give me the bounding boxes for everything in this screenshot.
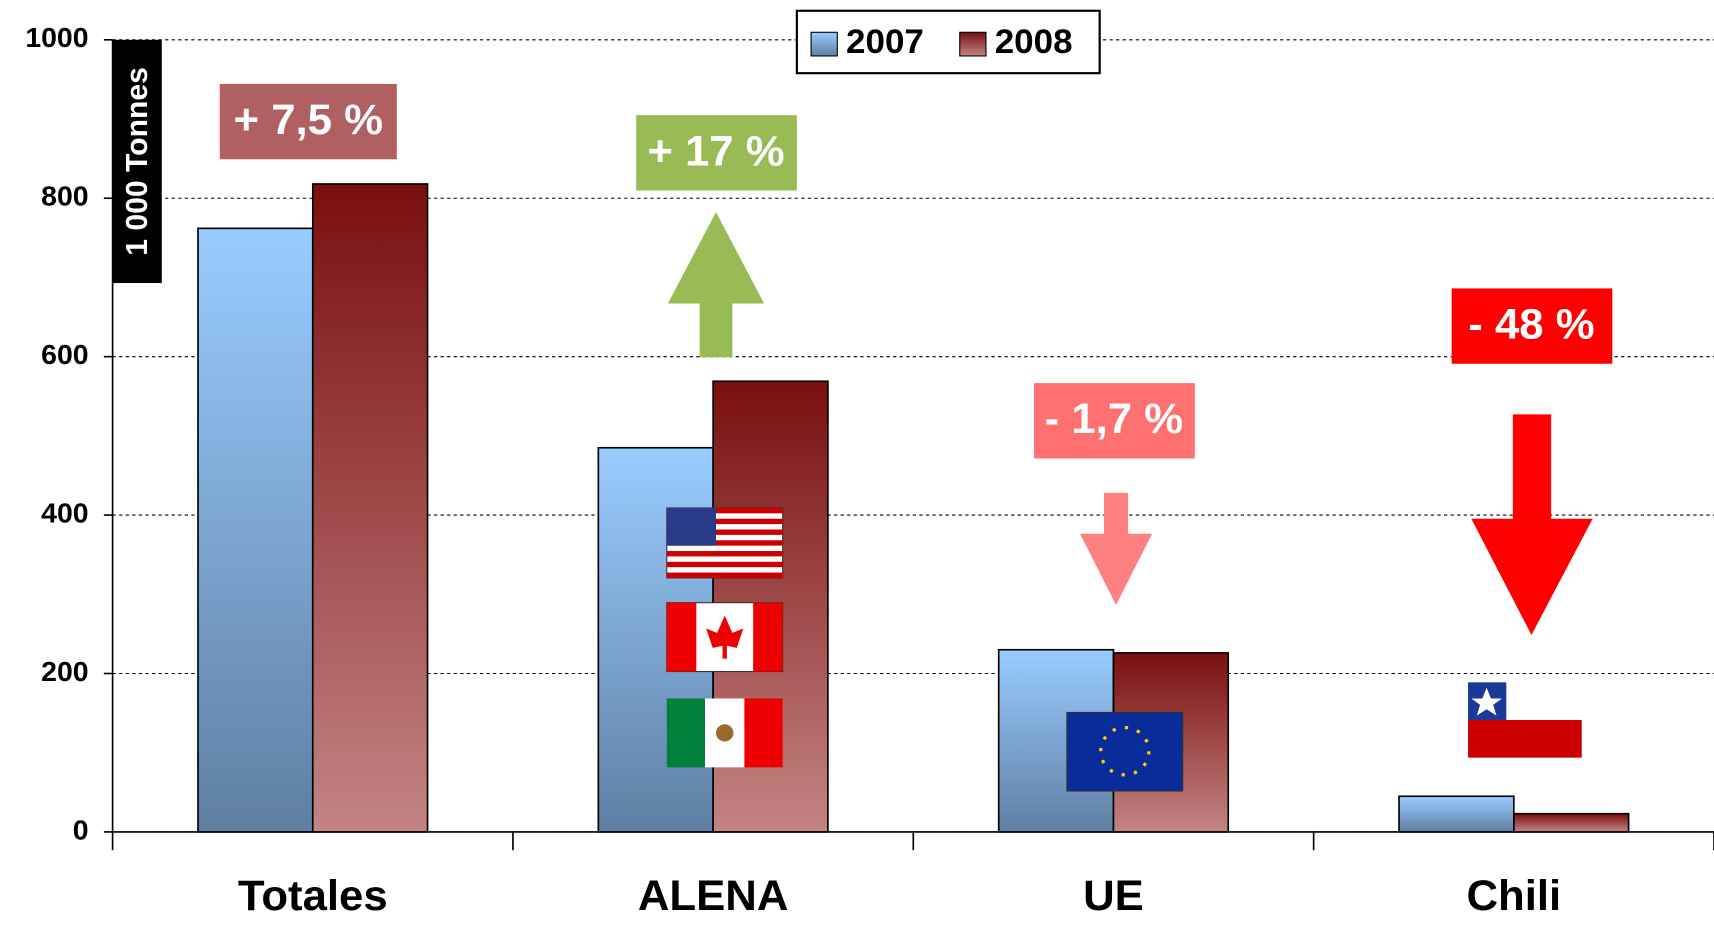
legend-swatch xyxy=(959,31,987,57)
bar xyxy=(197,227,314,833)
x-tick-label: Totales xyxy=(238,872,388,920)
legend-swatch xyxy=(810,31,838,57)
annotation: + 17 % xyxy=(647,128,784,176)
legend-label: 2008 xyxy=(995,23,1073,61)
flag-mexico xyxy=(666,698,783,768)
x-tick-label: ALENA xyxy=(638,872,789,920)
annotation-box xyxy=(1034,383,1195,459)
x-tick-label: Chili xyxy=(1466,872,1561,920)
y-axis-label: 1 000 Tonnes xyxy=(121,67,154,256)
arrow-up xyxy=(667,212,765,358)
annotation: - 48 % xyxy=(1468,301,1594,349)
annotation: + 7,5 % xyxy=(234,96,383,144)
annotation-box xyxy=(1451,288,1613,364)
bar xyxy=(1513,812,1630,833)
legend-label: 2007 xyxy=(846,23,924,61)
bar xyxy=(311,183,429,833)
y-tick-label: 800 xyxy=(41,180,88,212)
legend xyxy=(795,9,1101,75)
annotation-box xyxy=(636,115,797,191)
y-tick-label: 0 xyxy=(73,814,89,846)
annotation-box xyxy=(219,83,397,160)
x-tick-label: UE xyxy=(1083,872,1144,920)
flag-us xyxy=(666,507,784,579)
y-tick-label: 1000 xyxy=(25,21,88,53)
flag-chile xyxy=(1468,682,1582,758)
annotation: - 1,7 % xyxy=(1045,396,1183,444)
y-tick-label: 400 xyxy=(41,497,88,529)
y-label-box xyxy=(112,39,162,284)
y-tick-label: 600 xyxy=(41,338,88,370)
arrow-down xyxy=(1079,492,1153,605)
bar xyxy=(1398,795,1515,833)
arrow-down xyxy=(1471,414,1593,635)
flag-eu xyxy=(1066,711,1184,792)
y-tick-label: 200 xyxy=(41,655,88,687)
flag-canada xyxy=(666,602,784,673)
